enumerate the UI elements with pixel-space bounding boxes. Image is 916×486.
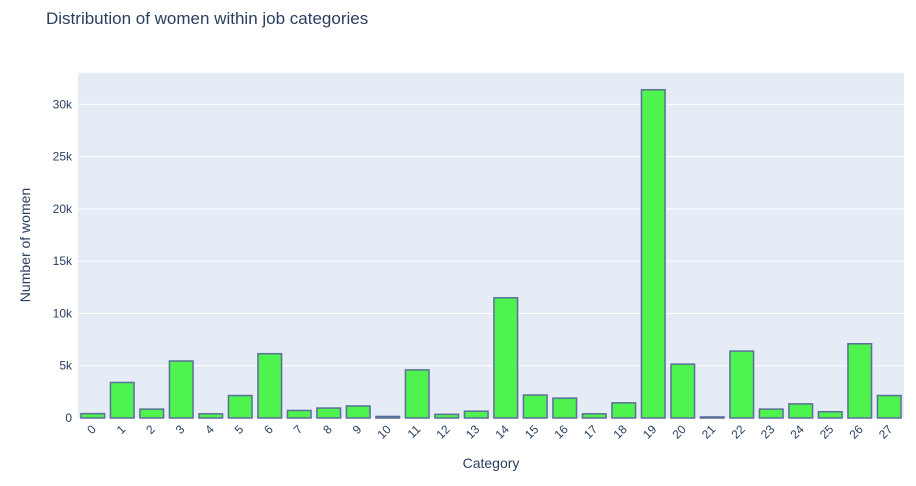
- x-tick-label: 10: [375, 422, 395, 442]
- bar-category-4[interactable]: [198, 413, 224, 419]
- x-tick-label: 9: [350, 422, 365, 437]
- bar-category-7[interactable]: [286, 409, 312, 419]
- y-axis-ticks: 0 5k 10k 15k 20k 25k 30k: [53, 97, 73, 425]
- y-tick-label: 10k: [53, 306, 73, 320]
- x-tick-label: 2: [143, 422, 158, 437]
- bar-category-20[interactable]: [670, 363, 696, 419]
- x-tick-label: 27: [876, 422, 896, 442]
- y-tick-label: 5k: [59, 359, 73, 373]
- bar-category-1[interactable]: [109, 381, 135, 419]
- x-tick-label: 7: [291, 422, 306, 437]
- x-tick-label: 5: [232, 422, 247, 437]
- x-tick-label: 12: [434, 422, 454, 442]
- chart-title: Distribution of women within job categor…: [46, 9, 368, 28]
- bar-category-13[interactable]: [463, 410, 489, 419]
- bar-category-15[interactable]: [522, 394, 548, 419]
- bar-category-26[interactable]: [847, 343, 873, 419]
- bar-category-2[interactable]: [139, 408, 165, 419]
- plot-area: [78, 73, 904, 418]
- x-tick-label: 26: [847, 422, 867, 442]
- x-tick-label: 14: [493, 422, 513, 442]
- x-tick-label: 16: [552, 422, 572, 442]
- x-tick-label: 22: [729, 422, 749, 442]
- bar-category-27[interactable]: [876, 394, 902, 419]
- y-tick-label: 0: [65, 411, 72, 425]
- bar-category-6[interactable]: [257, 352, 283, 419]
- bar-category-23[interactable]: [758, 408, 784, 419]
- x-tick-label: 18: [611, 422, 631, 442]
- x-tick-label: 4: [202, 422, 217, 437]
- grid-lines: [78, 103, 904, 367]
- bar-category-8[interactable]: [316, 407, 342, 419]
- bar-category-5[interactable]: [227, 394, 253, 419]
- bar-category-18[interactable]: [611, 402, 637, 419]
- bar-category-22[interactable]: [729, 350, 755, 419]
- x-tick-label: 0: [84, 422, 99, 437]
- y-tick-label: 20k: [53, 202, 73, 216]
- x-axis-label: Category: [463, 455, 520, 471]
- bar-category-24[interactable]: [788, 403, 814, 419]
- bar-category-12[interactable]: [434, 413, 460, 419]
- y-tick-label: 15k: [53, 254, 73, 268]
- bar-category-14[interactable]: [493, 297, 519, 419]
- x-axis-ticks: 0 1 2 3 4 5 6 7 8 9 10 11 12 13 14 15 16 17 18 19 20 21 22 23 24…: [84, 422, 895, 442]
- x-tick-label: 6: [261, 422, 276, 437]
- y-tick-label: 30k: [53, 97, 73, 111]
- y-tick-label: 25k: [53, 150, 73, 164]
- x-tick-label: 21: [699, 422, 719, 442]
- x-tick-label: 17: [581, 422, 601, 442]
- x-tick-label: 25: [817, 422, 837, 442]
- bar-category-9[interactable]: [345, 405, 371, 419]
- bar-category-19[interactable]: [640, 88, 666, 419]
- bar-category-16[interactable]: [552, 397, 578, 419]
- bar-category-25[interactable]: [817, 410, 843, 419]
- bars: [80, 88, 902, 419]
- bar-category-17[interactable]: [581, 413, 607, 419]
- x-tick-label: 13: [463, 422, 483, 442]
- x-tick-label: 23: [758, 422, 778, 442]
- x-tick-label: 3: [173, 422, 188, 437]
- y-axis-label: Number of women: [17, 188, 33, 302]
- x-tick-label: 20: [670, 422, 690, 442]
- bar-category-21[interactable]: [699, 416, 725, 419]
- x-tick-label: 1: [114, 422, 129, 437]
- x-tick-label: 11: [405, 422, 424, 441]
- bar-category-10[interactable]: [375, 415, 401, 419]
- x-tick-label: 19: [640, 422, 660, 442]
- x-tick-label: 8: [320, 422, 335, 437]
- x-tick-label: 24: [788, 422, 808, 442]
- bar-category-3[interactable]: [168, 360, 194, 419]
- x-tick-label: 15: [522, 422, 542, 442]
- bar-category-11[interactable]: [404, 369, 430, 419]
- bar-category-0[interactable]: [80, 412, 106, 419]
